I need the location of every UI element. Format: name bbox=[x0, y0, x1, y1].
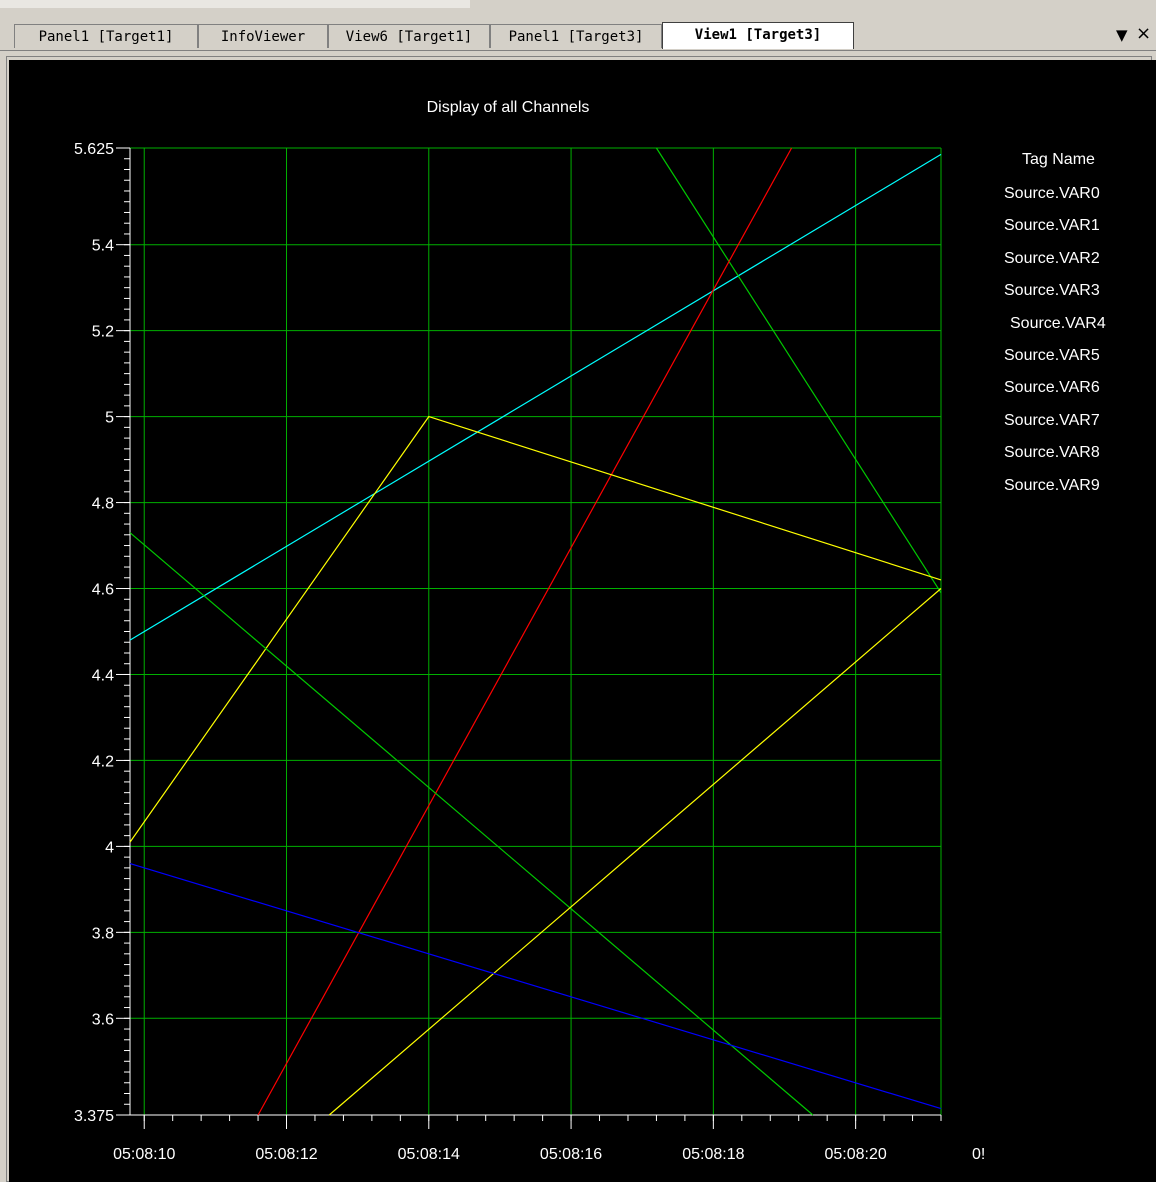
tab-panel1-target3[interactable]: Panel1 [Target3] bbox=[490, 24, 662, 48]
legend-item: Source.VAR3 bbox=[1004, 282, 1100, 300]
tab-infoviewer[interactable]: InfoViewer bbox=[198, 24, 328, 48]
tab-panel1-target1[interactable]: Panel1 [Target1] bbox=[14, 24, 198, 48]
x-tick-label: 05:08:12 bbox=[255, 1146, 317, 1163]
legend-item: Source.VAR9 bbox=[1004, 476, 1100, 494]
series-line-5 bbox=[328, 588, 942, 1116]
legend-item: Source.VAR6 bbox=[1004, 379, 1100, 397]
x-tick-label: 05:08:16 bbox=[540, 1146, 602, 1163]
x-tick-label: 05:08:14 bbox=[398, 1146, 460, 1163]
x-tick-label: 05:08:10 bbox=[113, 1146, 175, 1163]
y-tick-label: 3.375 bbox=[74, 1108, 114, 1125]
y-tick-label: 5.4 bbox=[92, 238, 114, 255]
y-tick-label: 3.8 bbox=[92, 925, 114, 942]
legend-item: Source.VAR0 bbox=[1004, 185, 1100, 202]
window-menu-icon[interactable]: ▼ bbox=[1116, 26, 1128, 44]
tab-view1-target3[interactable]: View1 [Target3] bbox=[662, 22, 854, 49]
y-tick-label: 5.2 bbox=[92, 324, 114, 341]
legend-item: Source.VAR1 bbox=[1004, 217, 1100, 235]
y-tick-label: 4.8 bbox=[92, 496, 114, 513]
chart-background bbox=[9, 60, 1156, 1182]
x-tick-label: 05:08:20 bbox=[824, 1146, 886, 1163]
legend-item: Source.VAR2 bbox=[1004, 249, 1100, 267]
series-line-0 bbox=[129, 153, 942, 641]
top-strip bbox=[0, 0, 1156, 22]
series-line-1 bbox=[655, 147, 942, 594]
legend-item: Source.VAR5 bbox=[1004, 347, 1100, 364]
chart-title: Display of all Channels bbox=[427, 99, 590, 116]
series-line-3 bbox=[129, 415, 942, 843]
legend-item: Source.VAR4 bbox=[1010, 314, 1106, 332]
tab-bar: Panel1 [Target1] InfoViewer View6 [Targe… bbox=[0, 20, 1156, 51]
y-tick-label: 4 bbox=[105, 839, 114, 856]
y-tick-label: 4.4 bbox=[92, 667, 114, 684]
tab-view6-target1[interactable]: View6 [Target1] bbox=[328, 24, 490, 48]
y-tick-label: 5.625 bbox=[74, 141, 114, 158]
close-icon[interactable]: × bbox=[1136, 23, 1152, 44]
y-tick-label: 4.6 bbox=[92, 582, 114, 599]
series-line-6 bbox=[129, 863, 942, 1110]
x-tick-label-partial: 0! bbox=[972, 1146, 985, 1163]
series-line-4 bbox=[129, 532, 814, 1116]
y-tick-label: 4.2 bbox=[92, 753, 114, 770]
y-tick-label: 5 bbox=[105, 410, 114, 427]
legend-item: Source.VAR8 bbox=[1004, 444, 1100, 462]
legend-title: Tag Name bbox=[1022, 151, 1095, 168]
legend-item: Source.VAR7 bbox=[1004, 411, 1100, 429]
x-tick-label: 05:08:18 bbox=[682, 1146, 744, 1163]
series-line-2 bbox=[257, 147, 793, 1116]
y-tick-label: 3.6 bbox=[92, 1011, 114, 1028]
